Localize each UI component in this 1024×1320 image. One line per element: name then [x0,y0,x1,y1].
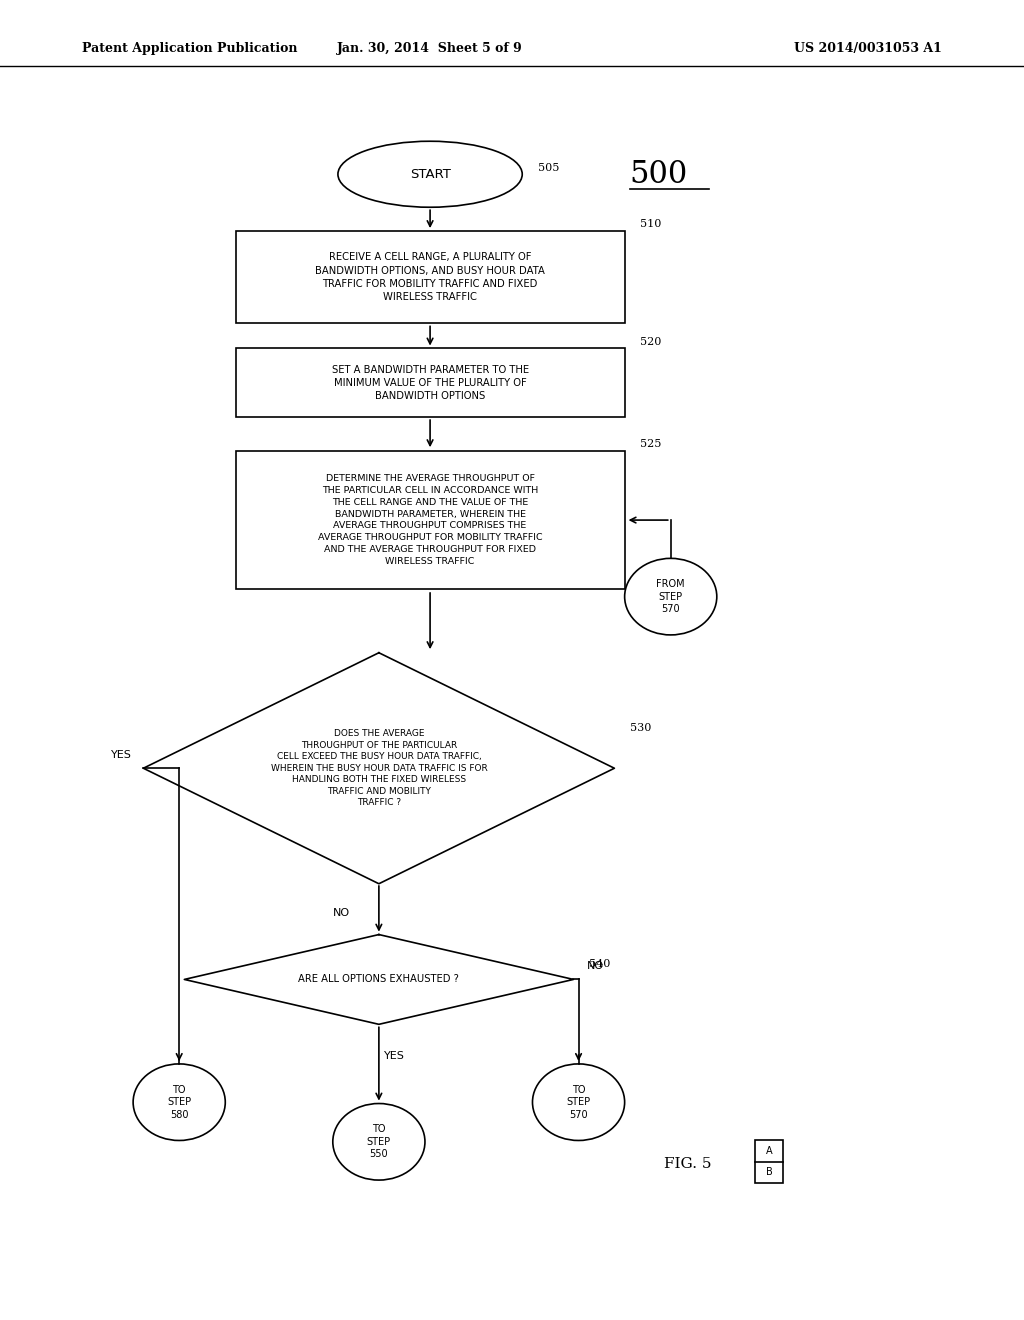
Text: YES: YES [384,1051,404,1061]
Text: FROM
STEP
570: FROM STEP 570 [656,579,685,614]
Text: START: START [410,168,451,181]
Text: 520: 520 [640,337,662,347]
Ellipse shape [333,1104,425,1180]
Text: YES: YES [111,750,131,760]
Text: TO
STEP
580: TO STEP 580 [167,1085,191,1119]
Text: 525: 525 [640,440,662,449]
Polygon shape [143,653,614,884]
Text: NO: NO [333,908,350,919]
Text: A: A [766,1146,772,1156]
Text: ARE ALL OPTIONS EXHAUSTED ?: ARE ALL OPTIONS EXHAUSTED ? [298,974,460,985]
Polygon shape [184,935,573,1024]
Text: Jan. 30, 2014  Sheet 5 of 9: Jan. 30, 2014 Sheet 5 of 9 [337,42,523,55]
Text: SET A BANDWIDTH PARAMETER TO THE
MINIMUM VALUE OF THE PLURALITY OF
BANDWIDTH OPT: SET A BANDWIDTH PARAMETER TO THE MINIMUM… [332,364,528,401]
Text: TO
STEP
550: TO STEP 550 [367,1125,391,1159]
Text: 510: 510 [640,219,662,230]
Text: NO: NO [587,961,604,972]
Text: B: B [766,1167,772,1177]
Text: 500: 500 [630,158,688,190]
Text: FIG. 5: FIG. 5 [664,1158,711,1171]
Ellipse shape [133,1064,225,1140]
Ellipse shape [338,141,522,207]
Text: 505: 505 [538,162,559,173]
Ellipse shape [532,1064,625,1140]
FancyBboxPatch shape [236,451,625,589]
FancyBboxPatch shape [755,1140,783,1183]
Text: 530: 530 [630,723,651,733]
Text: DETERMINE THE AVERAGE THROUGHPUT OF
THE PARTICULAR CELL IN ACCORDANCE WITH
THE C: DETERMINE THE AVERAGE THROUGHPUT OF THE … [317,474,543,566]
Ellipse shape [625,558,717,635]
Text: 540: 540 [589,958,610,969]
Text: TO
STEP
570: TO STEP 570 [566,1085,591,1119]
Text: RECEIVE A CELL RANGE, A PLURALITY OF
BANDWIDTH OPTIONS, AND BUSY HOUR DATA
TRAFF: RECEIVE A CELL RANGE, A PLURALITY OF BAN… [315,252,545,302]
Text: DOES THE AVERAGE
THROUGHPUT OF THE PARTICULAR
CELL EXCEED THE BUSY HOUR DATA TRA: DOES THE AVERAGE THROUGHPUT OF THE PARTI… [270,730,487,807]
FancyBboxPatch shape [236,348,625,417]
FancyBboxPatch shape [236,231,625,323]
Text: US 2014/0031053 A1: US 2014/0031053 A1 [795,42,942,55]
Text: Patent Application Publication: Patent Application Publication [82,42,297,55]
